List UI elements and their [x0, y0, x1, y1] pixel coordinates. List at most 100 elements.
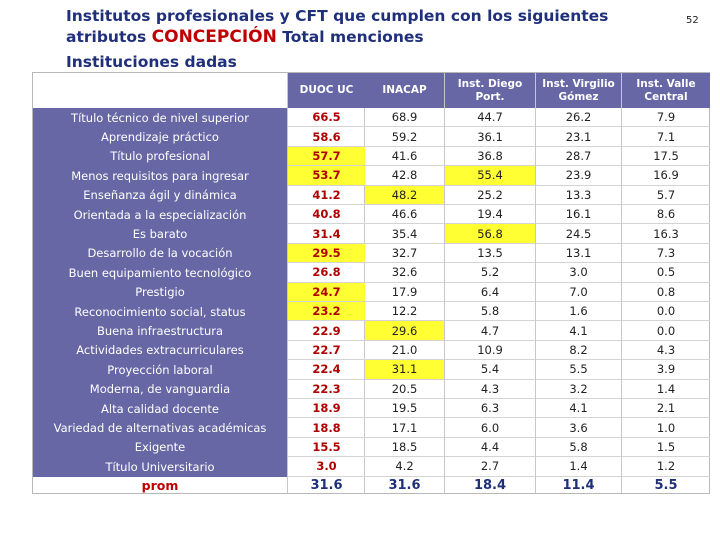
table-cell: 48.2: [365, 185, 444, 205]
table-cell: 6.0: [445, 418, 535, 438]
column-divider: [535, 73, 536, 493]
row-label: Actividades extracurriculares: [76, 343, 244, 358]
table-cell: 7.0: [536, 283, 621, 302]
table-cell: 24.5: [536, 224, 621, 244]
table-cell: 23.1: [536, 127, 621, 147]
table-cell: 6.3: [445, 399, 535, 419]
column-header: Inst. Virgilio Gómez: [536, 73, 621, 108]
table-cell: 58.6: [288, 127, 365, 147]
table-cell: 41.2: [288, 186, 365, 205]
table-cell: 5.7: [622, 186, 710, 205]
table-cell: 16.9: [622, 166, 710, 186]
table-cell: 24.7: [288, 282, 365, 302]
table-cell: 16.3: [622, 224, 710, 244]
table-cell: 19.5: [365, 399, 444, 419]
table-cell: 12.2: [365, 302, 444, 322]
table-cell: 1.2: [622, 457, 710, 477]
table-cell: 5.4: [445, 360, 535, 380]
table-cell: 23.9: [536, 166, 621, 186]
table-cell: 26.2: [536, 108, 621, 128]
table-cell: 42.8: [365, 166, 444, 186]
row-label: Alta calidad docente: [101, 401, 219, 416]
table-cell: 23.2: [288, 302, 365, 322]
table-cell: 2.7: [445, 457, 535, 477]
column-header: INACAP: [365, 73, 444, 108]
average-row-label: prom: [141, 477, 179, 493]
table-cell: 1.4: [536, 457, 621, 477]
table-cell: 56.8: [445, 224, 535, 244]
table-cell: 3.6: [536, 418, 621, 438]
row-label: Título técnico de nivel superior: [71, 110, 249, 125]
table-cell: 31.1: [365, 360, 444, 380]
table-cell: 22.4: [288, 360, 365, 380]
table-cell: 40.8: [288, 205, 365, 225]
table-cell: 59.2: [365, 127, 444, 147]
average-cell: 5.5: [654, 477, 678, 493]
table-cell: 4.4: [445, 438, 535, 458]
row-label: Buen equipamiento tecnológico: [68, 265, 252, 280]
title-line-2: atributos CONCEPCIÓN Total menciones: [66, 27, 666, 48]
table-cell: 66.5: [288, 108, 365, 128]
row-labels-panel: [33, 108, 287, 477]
table-cell: 29.5: [288, 243, 365, 264]
table-cell: 21.0: [365, 341, 444, 361]
table-cell: 36.1: [445, 127, 535, 147]
table-cell: 4.1: [536, 321, 621, 341]
table-cell: 28.7: [536, 147, 621, 167]
average-cell: 18.4: [473, 477, 507, 493]
table-cell: 22.7: [288, 341, 365, 361]
page-number: 52: [686, 15, 699, 26]
table-cell: 8.2: [536, 341, 621, 361]
table-cell: 35.4: [365, 224, 444, 244]
table-cell: 2.1: [622, 399, 710, 419]
row-label: Buena infraestructura: [96, 324, 224, 339]
table-cell: 36.8: [445, 147, 535, 167]
title-line-1: Institutos profesionales y CFT que cumpl…: [66, 7, 609, 25]
table-cell: 4.2: [365, 457, 444, 477]
row-label: Desarrollo de la vocación: [87, 246, 233, 261]
table-cell: 18.8: [288, 418, 365, 438]
column-header: Inst. Diego Port.: [445, 73, 535, 108]
table-cell: 26.8: [288, 263, 365, 283]
table-cell: 22.3: [288, 380, 365, 399]
row-label: Moderna, de vanguardia: [89, 382, 231, 397]
table-cell: 1.6: [536, 302, 621, 322]
table-cell: 0.0: [622, 302, 710, 322]
table-cell: 1.5: [622, 438, 710, 458]
table-cell: 13.5: [445, 244, 535, 264]
title-highlight-city: CONCEPCIÓN: [151, 27, 277, 47]
column-divider: [621, 73, 622, 493]
table-cell: 41.6: [365, 147, 444, 167]
table-cell: 20.5: [365, 380, 444, 399]
title-line-2-prefix: atributos: [66, 28, 152, 46]
table-cell: 5.2: [445, 263, 535, 283]
table-cell: 10.9: [445, 341, 535, 361]
table-cell: 17.1: [365, 418, 444, 438]
row-label: Título profesional: [110, 149, 210, 164]
slide-subtitle: Instituciones dadas: [66, 53, 237, 71]
table-cell: 18.5: [365, 438, 444, 458]
table-cell: 17.5: [622, 147, 710, 167]
table-cell: 1.4: [622, 380, 710, 399]
table-cell: 19.4: [445, 205, 535, 225]
table-cell: 3.9: [622, 360, 710, 380]
table-cell: 16.1: [536, 205, 621, 225]
row-label: Variedad de alternativas académicas: [53, 421, 267, 436]
table-cell: 7.9: [622, 108, 710, 128]
table-cell: 22.9: [288, 321, 365, 341]
table-cell: 4.3: [622, 341, 710, 361]
table-cell: 68.9: [365, 108, 444, 128]
table-cell: 55.4: [445, 166, 535, 186]
row-label: Aprendizaje práctico: [101, 130, 219, 145]
row-label: Proyección laboral: [107, 362, 213, 377]
column-header: DUOC UC: [288, 73, 365, 108]
table-cell: 32.6: [365, 263, 444, 283]
row-label: Orientada a la especialización: [73, 207, 247, 222]
table-cell: 0.0: [622, 321, 710, 341]
table-cell: 0.8: [622, 283, 710, 302]
average-cell: 11.4: [562, 477, 595, 493]
table-cell: 5.8: [445, 302, 535, 322]
table-cell: 17.9: [365, 283, 444, 302]
table-cell: 57.7: [288, 146, 365, 167]
table-cell: 44.7: [445, 108, 535, 128]
